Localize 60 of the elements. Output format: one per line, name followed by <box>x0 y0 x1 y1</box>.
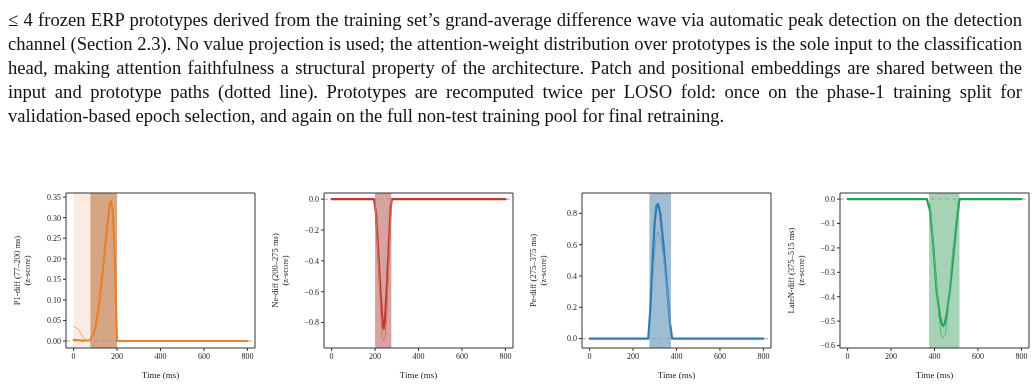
y-tick-label: −0.4 <box>820 292 835 302</box>
x-axis-title: Time (ms) <box>141 370 180 380</box>
x-axis-title: Time (ms) <box>399 370 438 380</box>
y-axis-title: LateN-diff (375–515 ms) (z-score) <box>786 227 806 314</box>
line-series <box>73 326 91 342</box>
y-tick-label: −0.3 <box>820 268 835 278</box>
y-tick-label: 0.4 <box>567 271 577 281</box>
y-tick-label: −0.6 <box>304 287 319 297</box>
x-tick-label: 800 <box>757 351 770 361</box>
y-tick-label: 0.10 <box>47 295 61 305</box>
text: ≤ 4 frozen ERP prototypes derived from the training set’s grand-average difference wave via automatic peak detection on the detection channel (Section 2.3). No value projection is used; the attention-weight distribution over prototypes is the sole input to the classification head, making attention faithfulness a structural property of the architecture. Patch and positional embeddings are shared between the input and prototype paths (dotted line). Prototypes are recomputed twice per LOSO fold: once on the phase-1 training split for validation-based epoch selection, and again on the full non-test training pool for final retraining. <box>8 8 1022 128</box>
y-tick-label: 0.35 <box>47 192 61 202</box>
x-axis-title: Time (ms) <box>915 370 954 380</box>
x-tick-label: 600 <box>971 351 984 361</box>
x-tick-label: 200 <box>627 351 640 361</box>
y-axis-title: Ne-diff (200–275 ms) (z-score) <box>270 233 290 308</box>
y-axis-title: Pe-diff (275–375 ms) (z-score) <box>528 233 548 308</box>
y-tick-label: 0.00 <box>47 336 61 346</box>
y-tick-label: 0.25 <box>47 234 61 244</box>
y-tick-label: 0.6 <box>567 240 577 250</box>
y-tick-label: −0.2 <box>304 225 319 235</box>
x-tick-label: 800 <box>499 351 512 361</box>
x-tick-label: 800 <box>241 351 254 361</box>
y-tick-label: 0.8 <box>567 209 577 219</box>
x-tick-label: 600 <box>197 351 210 361</box>
x-tick-label: 400 <box>670 351 683 361</box>
x-tick-label: 400 <box>928 351 941 361</box>
line-series <box>652 231 671 327</box>
y-tick-label: 0.0 <box>825 194 835 204</box>
y-tick-label: −0.8 <box>304 318 319 328</box>
line-series <box>330 198 507 330</box>
y-tick-label: 0.05 <box>47 316 61 326</box>
y-tick-label: 0.15 <box>47 275 61 285</box>
x-tick-label: 0 <box>329 351 334 361</box>
x-tick-label: 400 <box>412 351 425 361</box>
line-series <box>72 200 249 343</box>
y-tick-label: 0.30 <box>47 213 61 223</box>
x-tick-label: 600 <box>455 351 468 361</box>
x-tick-label: 0 <box>587 351 592 361</box>
y-tick-label: −0.1 <box>820 219 835 229</box>
y-tick-label: −0.5 <box>820 316 835 326</box>
x-tick-label: 800 <box>1015 351 1028 361</box>
x-tick-label: 200 <box>369 351 382 361</box>
x-tick-label: 200 <box>885 351 898 361</box>
y-tick-label: 0.0 <box>567 334 577 344</box>
x-axis-title: Time (ms) <box>657 370 696 380</box>
x-tick-label: 400 <box>154 351 167 361</box>
y-tick-label: −0.6 <box>820 341 835 351</box>
x-tick-label: 0 <box>71 351 76 361</box>
y-tick-label: −0.4 <box>304 256 319 266</box>
y-tick-label: −0.2 <box>820 243 835 253</box>
y-tick-label: 0.20 <box>47 254 61 264</box>
line-series <box>588 202 765 340</box>
y-tick-label: 0.0 <box>309 195 319 205</box>
x-tick-label: 200 <box>111 351 124 361</box>
x-tick-label: 0 <box>845 351 850 361</box>
y-axis-title: P1-diff (77–200 ms) (z-score) <box>12 235 32 306</box>
x-tick-label: 600 <box>713 351 726 361</box>
y-tick-label: 0.2 <box>567 303 577 313</box>
line-series <box>846 198 1023 328</box>
